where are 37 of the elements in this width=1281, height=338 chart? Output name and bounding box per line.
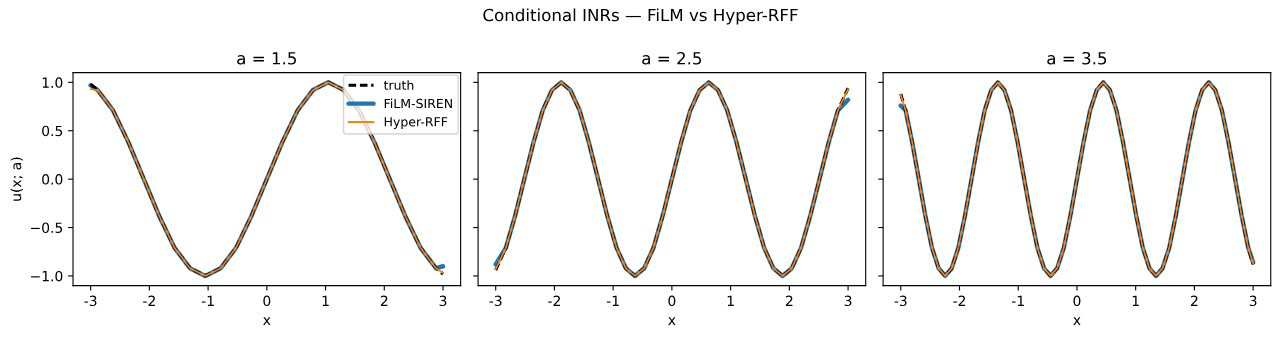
x-tick-label: 0 — [263, 295, 271, 307]
x-tick-label: -1 — [606, 295, 619, 306]
chart-title: a = 1.5 — [237, 52, 297, 65]
x-axis-title: x — [1073, 317, 1081, 325]
legend-label: truth — [383, 80, 414, 90]
text: Conditional INRs — FiLM vs Hyper-RFF — [483, 8, 798, 25]
y-axis-title: u(x; a) — [10, 157, 23, 201]
y-tick-label: 0.0 — [42, 174, 63, 185]
y-tick-label: −0.5 — [31, 222, 63, 234]
legend-label: FiLM-SIREN — [384, 98, 452, 109]
x-tick-label: 3 — [844, 295, 852, 307]
legend-label: Hyper-RFF — [384, 117, 448, 129]
x-tick-label: -1 — [1011, 295, 1024, 306]
x-axis-title: x — [263, 317, 271, 325]
x-tick-label: -3 — [894, 295, 907, 307]
x-tick-label: 3 — [1249, 295, 1257, 307]
x-axis-title: x — [668, 317, 676, 325]
x-tick-label: 0 — [1073, 295, 1081, 307]
x-tick-label: -2 — [143, 295, 155, 306]
x-tick-label: 1 — [1132, 295, 1139, 306]
x-tick-label: 0 — [668, 295, 676, 307]
y-tick-label: 0.5 — [42, 125, 63, 137]
x-tick-label: -2 — [548, 295, 560, 306]
x-tick-label: 1 — [322, 295, 329, 306]
x-tick-label: -2 — [953, 295, 966, 306]
y-tick-label: 1.0 — [42, 77, 63, 88]
x-tick-label: -1 — [201, 295, 214, 306]
chart-title: a = 2.5 — [642, 51, 702, 65]
x-tick-label: -3 — [84, 295, 97, 307]
x-tick-label: 2 — [380, 295, 388, 306]
x-tick-label: -3 — [489, 295, 502, 307]
x-tick-label: 1 — [727, 295, 734, 306]
y-tick-label: −1.0 — [31, 270, 63, 282]
x-tick-label: 2 — [785, 295, 793, 306]
x-tick-label: 2 — [1191, 295, 1198, 306]
chart-title: a = 3.5 — [1047, 51, 1107, 65]
x-tick-label: 3 — [439, 295, 447, 307]
